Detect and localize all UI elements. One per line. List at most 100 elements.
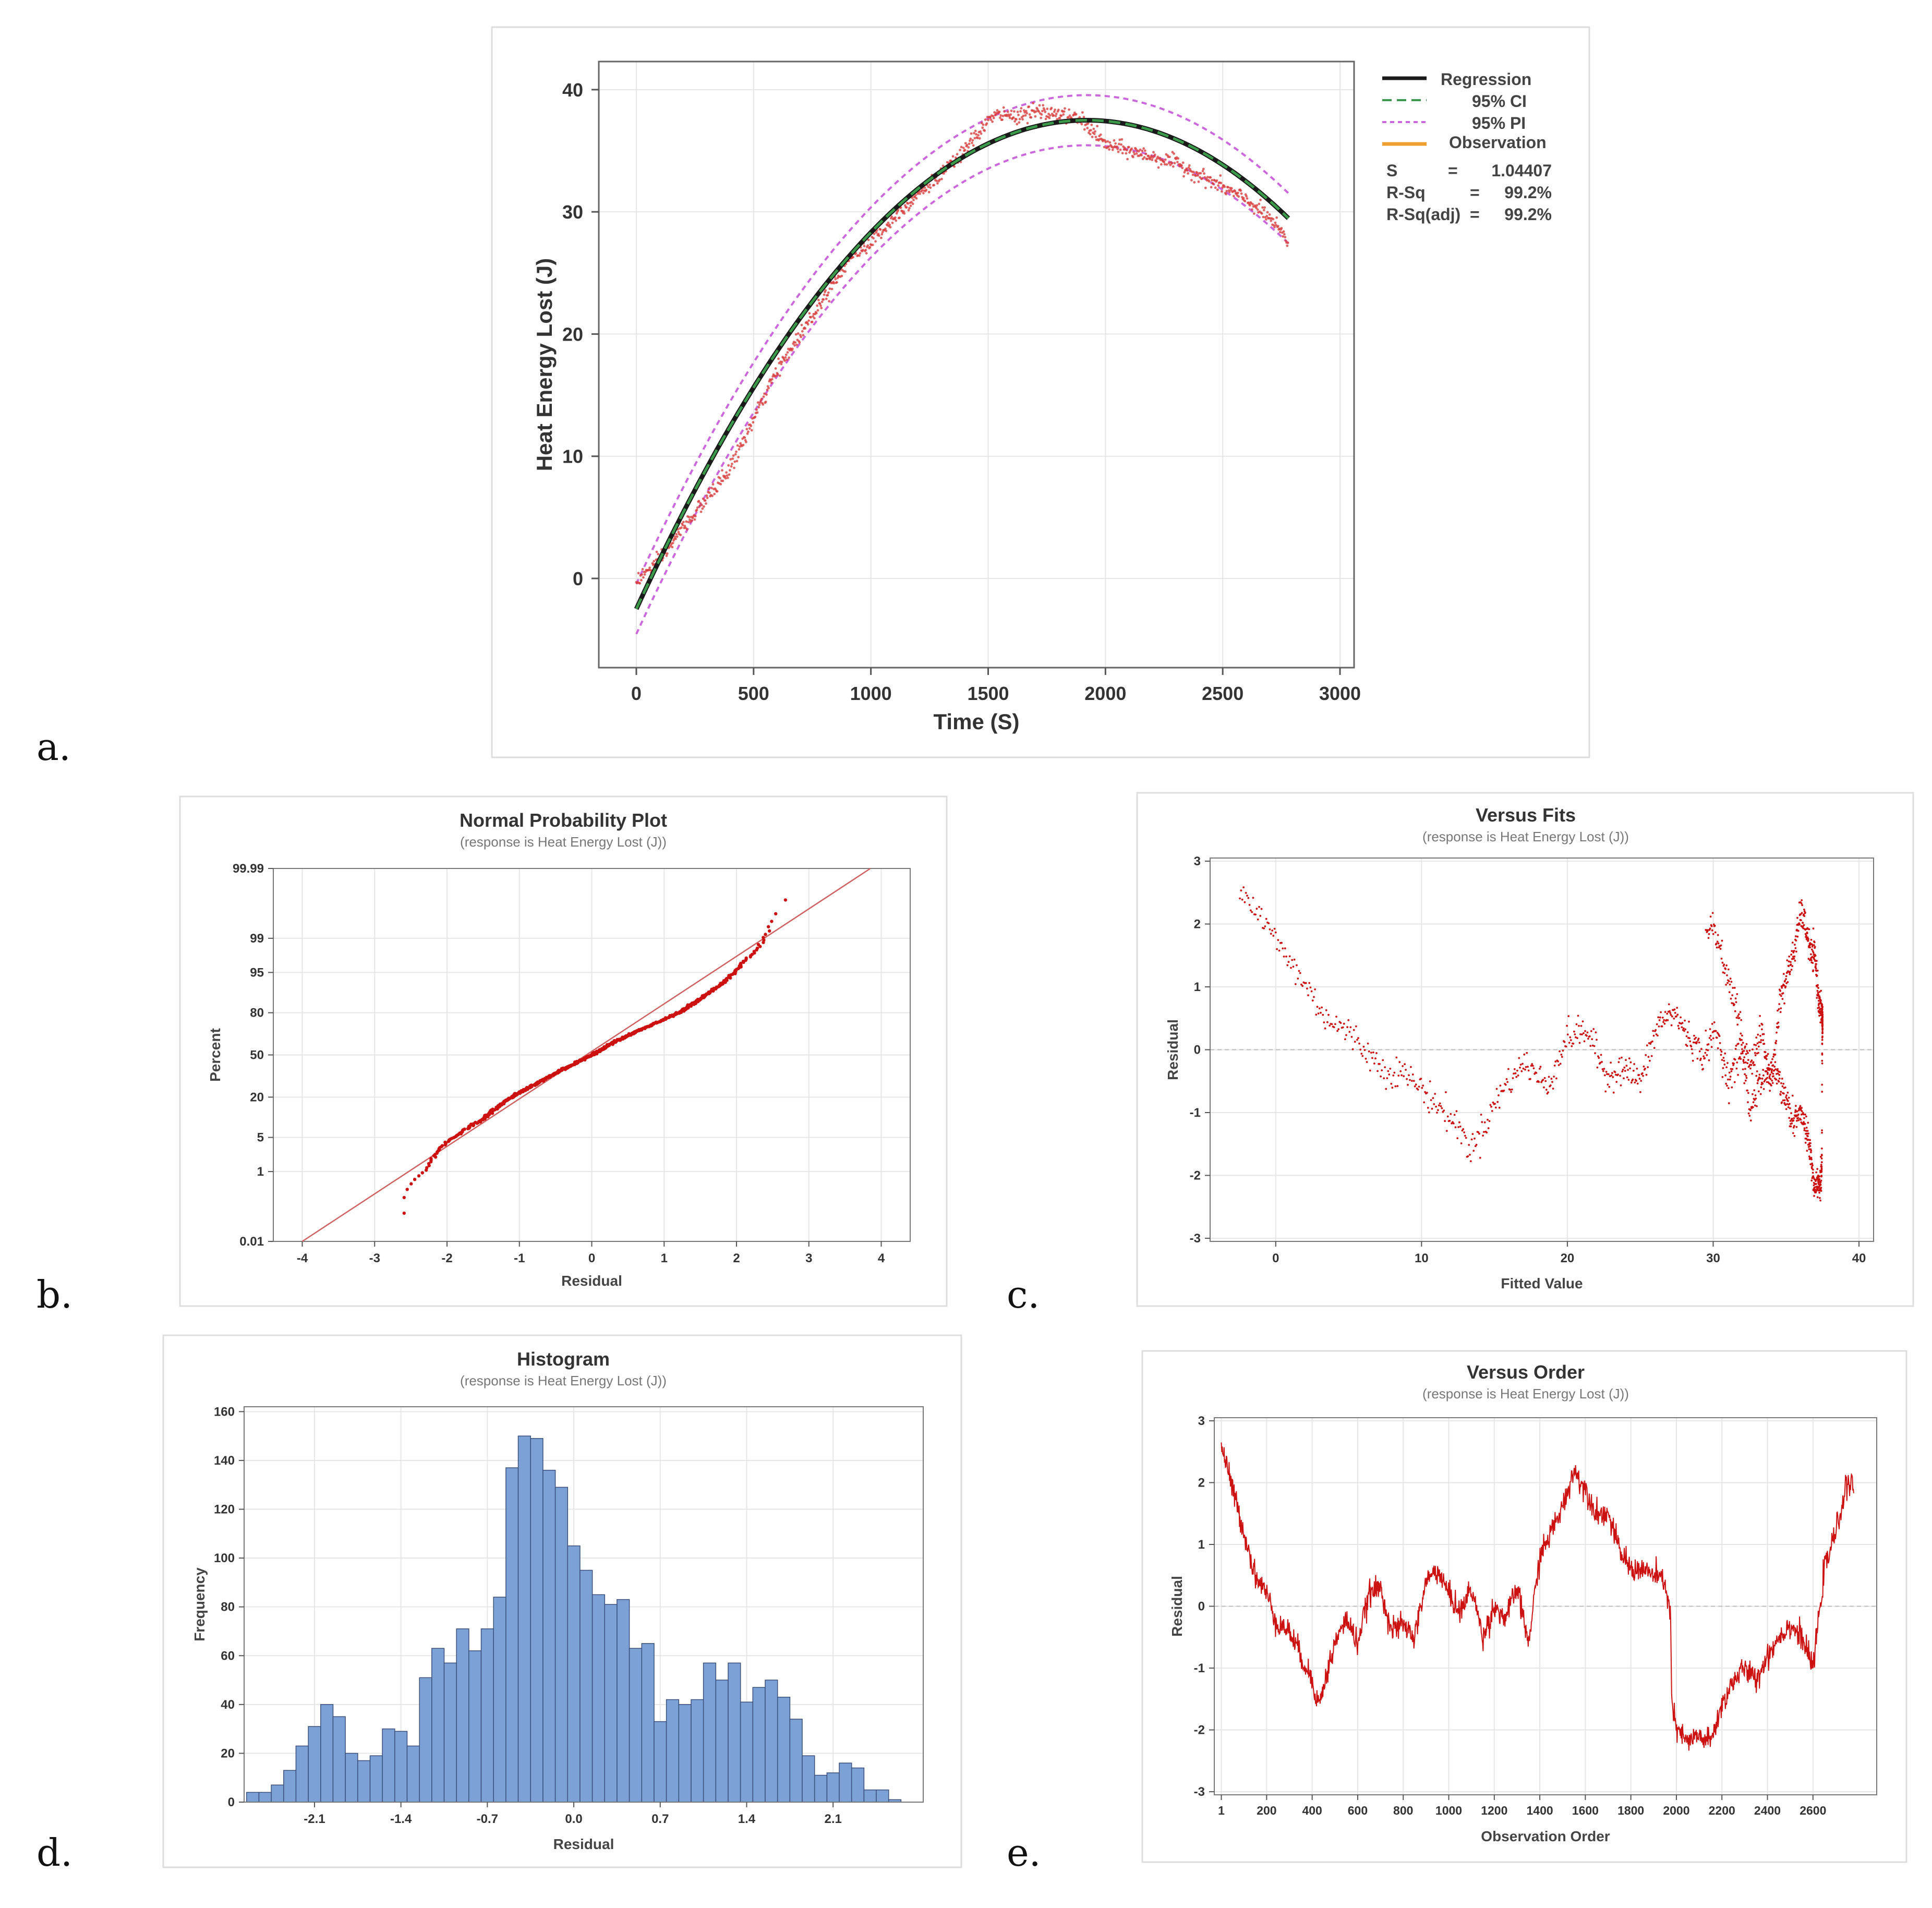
stat-equals: =: [1470, 205, 1480, 224]
panel-a-observation-point: [885, 230, 888, 233]
panel-c-point: [1795, 950, 1797, 953]
panel-c-point: [1758, 1073, 1761, 1076]
panel-c-point: [1559, 1050, 1561, 1053]
legend-regression-label: Regression: [1441, 70, 1531, 89]
panel-d-bar: [715, 1680, 729, 1803]
panel-a-observation-point: [884, 227, 887, 230]
panel-c-point: [1808, 1155, 1810, 1158]
panel-c-point: [1781, 986, 1783, 989]
panel-a-observation-point: [762, 403, 765, 406]
panel-c-point: [1804, 1138, 1807, 1140]
panel-c-point: [1512, 1077, 1514, 1079]
panel-c-point: [1738, 1037, 1741, 1040]
panel-c-point: [1759, 1041, 1762, 1044]
panel-e-xlabel: Observation Order: [1481, 1828, 1610, 1844]
panel-b-point: [752, 950, 756, 953]
panel-c-point: [1721, 961, 1724, 964]
panel-a-observation-point: [735, 450, 738, 453]
panel-c-point: [1603, 1068, 1605, 1070]
panel-c-point: [1243, 901, 1246, 903]
panel-c-point: [1357, 1037, 1359, 1039]
panel-c-point: [1675, 1015, 1677, 1018]
panel-d-bar: [271, 1784, 284, 1803]
panel-c-point: [1756, 1082, 1759, 1084]
panel-a-observation-point: [731, 457, 734, 460]
panel-a-observation-point: [999, 114, 1003, 117]
panel-c-point: [1812, 1172, 1814, 1174]
panel-b-point: [522, 1088, 525, 1092]
panel-c-point: [1617, 1061, 1620, 1064]
stat-label: R-Sq(adj): [1386, 205, 1460, 224]
panel-c-point: [1532, 1065, 1534, 1067]
panel-c-point: [1782, 992, 1784, 994]
panel-d-xtick-label: 1.4: [738, 1812, 756, 1826]
panel-c-point: [1579, 1033, 1581, 1035]
panel-c-point: [1785, 1108, 1788, 1110]
panel-c-point: [1789, 973, 1791, 975]
panel-c-point: [1790, 953, 1793, 956]
panel-a-observation-point: [798, 341, 801, 344]
panel-c-point: [1569, 1036, 1572, 1038]
panel-a-observation-point: [707, 487, 710, 490]
panel-c-ytick-label: -1: [1190, 1106, 1201, 1120]
panel-b-point: [513, 1092, 517, 1095]
panel-c-point: [1551, 1081, 1553, 1083]
panel-a-observation-point: [1090, 124, 1093, 126]
panel-d-bar: [505, 1467, 519, 1803]
panel-a-observation-point: [1164, 158, 1167, 161]
panel-a-xlabel: Time (S): [934, 709, 1020, 734]
panel-c-point: [1752, 1093, 1754, 1095]
panel-c-point: [1668, 1003, 1670, 1006]
panel-c-point: [1807, 1132, 1809, 1135]
panel-c-point: [1428, 1111, 1430, 1114]
panel-c-point: [1751, 1072, 1754, 1075]
panel-c-point: [1566, 1033, 1569, 1036]
panel-a-observation-point: [993, 111, 996, 114]
panel-a-observation-point: [822, 298, 825, 301]
panel-b-ytick-label: 80: [250, 1006, 264, 1020]
panel-a-observation-point: [1040, 116, 1043, 119]
panel-a-observation-point: [1089, 132, 1092, 136]
panel-e-xtick-label: 2000: [1663, 1804, 1689, 1817]
panel-a-observation-point: [832, 282, 836, 285]
panel-b-xtick-label: 3: [805, 1251, 812, 1265]
panel-c-point: [1723, 1064, 1726, 1066]
panel-a-observation-point: [748, 427, 751, 430]
panel-c-point: [1810, 1151, 1812, 1154]
panel-a-observation-point: [1046, 107, 1049, 111]
panel-c-point: [1674, 1012, 1676, 1014]
panel-c-point: [1276, 948, 1278, 950]
panel-a-observation-point: [905, 206, 908, 209]
panel-c-point: [1612, 1091, 1615, 1094]
panel-c-point: [1382, 1059, 1384, 1061]
panel-c-point: [1240, 889, 1242, 892]
panel-c-point: [1248, 904, 1251, 906]
panel-c-point: [1820, 1164, 1822, 1166]
panel-c-point: [1722, 1067, 1724, 1069]
panel-a-observation-point: [881, 231, 884, 234]
panel-a-observation-point: [679, 534, 682, 536]
panel-c-point: [1406, 1078, 1408, 1080]
panel-a-observation-point: [1210, 186, 1213, 189]
panel-c-point: [1748, 1049, 1751, 1052]
panel-e-ytick-label: 1: [1198, 1538, 1205, 1552]
panel-c-point: [1733, 1062, 1735, 1065]
panel-c-point: [1532, 1067, 1535, 1069]
panel-a-observation-point: [1125, 149, 1128, 152]
panel-a-observation-point: [1094, 136, 1097, 139]
panel-d-bar: [666, 1699, 680, 1803]
panel-a-observation-point: [1193, 181, 1196, 184]
panel-c-point: [1426, 1092, 1428, 1094]
panel-c-point: [1774, 1053, 1777, 1056]
panel-d-plot: -2.1 -1.4 -0.7 0.0 0.7 1.4 2.10204060801001201…: [191, 1348, 924, 1852]
panel-c-point: [1771, 1058, 1773, 1060]
panel-c-point: [1402, 1065, 1404, 1067]
panel-c-point: [1624, 1070, 1626, 1072]
panel-a-observation-point: [1140, 154, 1143, 156]
panel-c-point: [1820, 1161, 1823, 1164]
panel-a-observation-point: [644, 571, 647, 573]
panel-c-point: [1765, 1058, 1768, 1060]
panel-c-point: [1290, 967, 1292, 969]
panel-c-point: [1392, 1074, 1395, 1077]
panel-a-observation-point: [1009, 113, 1012, 116]
